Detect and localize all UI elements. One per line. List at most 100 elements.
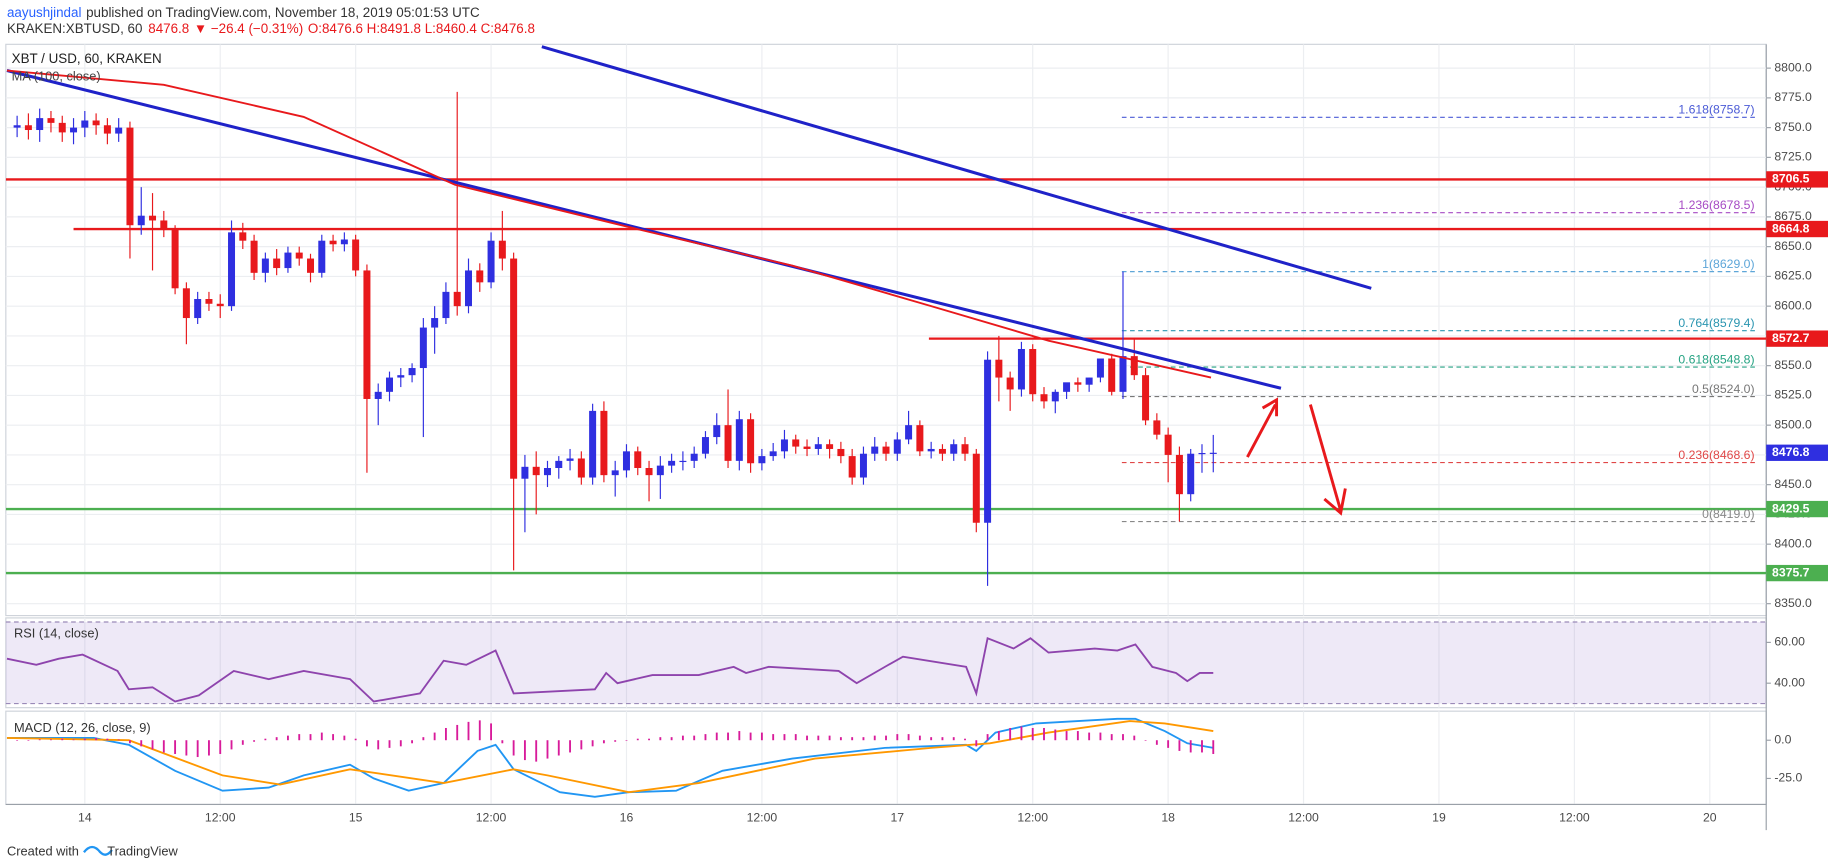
price-tag-label: 8664.8 (1772, 221, 1810, 235)
candle-body (1029, 348, 1037, 395)
candle-body (160, 220, 168, 230)
x-tick-label: 18 (1161, 811, 1175, 825)
candle-body (656, 465, 664, 476)
candle-body (611, 470, 619, 476)
candle-body (70, 127, 78, 133)
macd-histogram-bar (941, 737, 944, 741)
footer-brand[interactable]: TradingView (107, 844, 178, 859)
macd-histogram-bar (230, 740, 233, 750)
candle-body (634, 451, 642, 469)
candle-body (780, 439, 788, 452)
macd-histogram-bar (625, 740, 628, 741)
macd-histogram-bar (1110, 734, 1113, 741)
candle-body (194, 299, 202, 319)
candle-body (735, 419, 743, 461)
macd-histogram-bar (1065, 731, 1068, 741)
macd-histogram-bar (1133, 735, 1136, 741)
candle-body (273, 258, 281, 269)
candle-body (464, 270, 472, 307)
candle-body (442, 291, 450, 319)
candle-body (984, 359, 992, 523)
macd-histogram-bar (693, 735, 696, 741)
y-tick-label: 60.00 (1774, 635, 1805, 649)
footer-logo (83, 845, 113, 856)
candle-body (1130, 356, 1138, 376)
x-tick-label: 12:00 (476, 811, 507, 825)
y-tick-label: 8800.0 (1774, 60, 1812, 74)
candle-body (758, 456, 766, 464)
arrows (1246, 397, 1347, 516)
macd-histogram-bar (738, 731, 741, 741)
arrow-up (1246, 403, 1277, 458)
macd-histogram-bar (366, 740, 368, 747)
macd-histogram-bar (162, 740, 165, 753)
macd-histogram-bar (828, 735, 831, 741)
y-tick-label: 8675.0 (1774, 209, 1812, 223)
macd-histogram-bar (478, 720, 481, 741)
macd-histogram-bar (219, 740, 222, 754)
macd-histogram-bar (1178, 740, 1181, 751)
candle-body (521, 466, 529, 479)
candle-body (397, 375, 405, 378)
macd-histogram-bar (1167, 740, 1170, 748)
macd-histogram-bar (512, 740, 515, 756)
quote: 8476.8 (148, 21, 189, 36)
fib-label: 0.5(8524.0) (1692, 382, 1755, 396)
ohlc: O:8476.6 H:8491.8 L:8460.4 C:8476.8 (308, 21, 535, 36)
arrow-up-head (1261, 397, 1279, 417)
price-tag (1766, 564, 1828, 582)
macd-histogram-bar (264, 738, 267, 741)
macd-histogram-bar (1043, 727, 1045, 741)
macd-histogram-bar (975, 740, 978, 747)
price-tag-label: 8476.8 (1772, 445, 1810, 459)
macd-histogram-bar (885, 735, 887, 741)
candle-body (228, 232, 236, 307)
candle-body (961, 444, 969, 454)
candle-body (747, 419, 755, 464)
candle-body (995, 359, 1003, 378)
macd-histogram-bar (806, 735, 808, 741)
y-tick-label: 40.00 (1774, 675, 1805, 689)
macd-histogram-bar (1076, 731, 1079, 741)
candle-body (1142, 375, 1150, 421)
candle-body (645, 468, 653, 476)
candle-body (543, 468, 551, 476)
macd-histogram-bar (794, 734, 797, 741)
candle-body (668, 460, 676, 466)
macd-histogram-bar (1155, 740, 1158, 745)
price-tag (1766, 444, 1828, 461)
y-tick-label: 8775.0 (1774, 90, 1812, 104)
candle-body (126, 127, 134, 226)
macd-histogram-bar (997, 731, 1000, 741)
macd-histogram-bar (851, 737, 854, 741)
macd-histogram-bar (95, 737, 98, 741)
candle-body (115, 127, 123, 134)
author: aayushjindal (7, 4, 81, 19)
macd-histogram-bar (275, 737, 278, 741)
published: published on TradingView.com, November 1… (86, 4, 480, 19)
macd-histogram-bar (681, 735, 684, 741)
macd-histogram-bar (320, 732, 323, 741)
candle-body (577, 458, 585, 478)
pane-title: RSI (14, close) (14, 626, 99, 641)
macd-histogram-bar (1009, 727, 1012, 741)
candle-body (1209, 452, 1217, 454)
x-tick-label: 16 (620, 811, 634, 825)
macd-histogram-bar (659, 737, 662, 741)
macd-histogram-bar (952, 737, 955, 741)
macd-histogram-bar (253, 740, 256, 742)
macd-histogram-bar (602, 740, 605, 744)
macd-histogram-bar (106, 738, 109, 741)
candle-body (1119, 356, 1127, 392)
candle-body (137, 215, 145, 226)
candle-body (81, 120, 89, 128)
arrow-down (1308, 404, 1343, 512)
candle-body (47, 118, 55, 123)
price-tag-label: 8572.7 (1772, 331, 1810, 345)
candle-body (13, 125, 21, 128)
candle-body (307, 258, 315, 273)
macd-histogram-bar (580, 740, 583, 750)
macd-histogram-bar (569, 740, 571, 753)
symbol-legend: XBT / USD, 60, KRAKEN (12, 51, 162, 66)
